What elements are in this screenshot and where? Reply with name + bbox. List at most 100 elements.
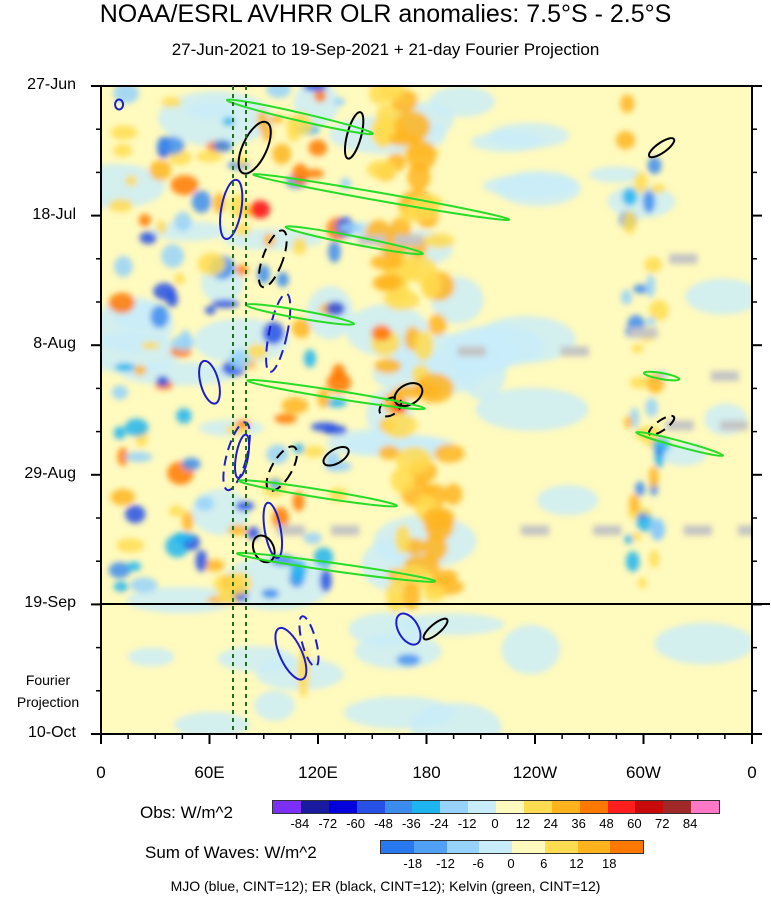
anomaly-patch: [156, 375, 169, 387]
anomaly-patch: [151, 221, 228, 241]
anomaly-patch: [428, 313, 447, 336]
anomaly-patch: [303, 532, 322, 545]
anomaly-patch: [633, 171, 648, 194]
missing-data-block: [710, 371, 739, 382]
mjo-contour: [298, 615, 320, 668]
mjo-contour: [219, 178, 244, 241]
y-tick-label: 10-Oct: [27, 724, 76, 741]
anomaly-patch: [181, 511, 194, 532]
mjo-contour: [114, 98, 125, 111]
x-tick-label: 120W: [512, 763, 558, 782]
anomaly-patch: [211, 299, 240, 308]
anomaly-patch: [205, 305, 216, 315]
anomaly-patch: [235, 500, 255, 512]
x-tick-label: 60W: [626, 763, 661, 782]
anomaly-patch: [268, 115, 284, 124]
anomaly-patch: [650, 184, 666, 194]
anomaly-patch: [225, 571, 252, 596]
obs-colorbar: [272, 800, 720, 814]
anomaly-patch: [629, 376, 650, 389]
anomaly-patch: [110, 125, 138, 140]
anomaly-patch: [303, 169, 325, 179]
colorbar-swatch: [413, 841, 447, 853]
mjo-contour: [262, 501, 284, 559]
anomaly-patch: [181, 457, 201, 471]
colorbar-swatch: [384, 801, 413, 813]
projection-label-line2: Projection: [16, 694, 80, 710]
x-tick-label: 0: [747, 763, 757, 782]
missing-data-block: [683, 525, 712, 536]
anomaly-patch: [254, 690, 295, 721]
anomaly-patch: [370, 254, 403, 270]
colorbar-swatch: [523, 801, 552, 813]
colorbar-label: 60: [627, 816, 642, 831]
anomaly-patch: [138, 213, 151, 227]
er-contour: [237, 120, 272, 175]
anomaly-patch: [150, 305, 169, 329]
anomaly-patch: [366, 160, 398, 179]
anomaly-patch: [124, 451, 153, 463]
mjo-contour: [274, 626, 308, 681]
anomaly-patch: [310, 422, 339, 432]
anomaly-patch: [229, 194, 248, 218]
colorbar-swatch: [328, 801, 357, 813]
anomaly-patch: [113, 581, 129, 592]
anomaly-patch: [114, 363, 136, 372]
anomaly-patch: [377, 273, 403, 291]
anomaly-patch: [127, 647, 175, 667]
anomaly-patch: [161, 244, 185, 268]
anomaly-patch: [139, 231, 157, 245]
anomaly-patch: [413, 330, 434, 361]
colorbar-swatch: [663, 801, 692, 813]
anomaly-patch: [649, 299, 669, 321]
colorbar-label: 36: [571, 816, 586, 831]
anomaly-patch: [433, 444, 465, 463]
anomaly-patch: [149, 160, 172, 181]
missing-data-block: [738, 525, 752, 536]
anomaly-patch: [482, 174, 577, 198]
anomaly-patch: [645, 317, 656, 326]
anomaly-patch: [331, 363, 346, 383]
anomaly-patch: [624, 415, 633, 429]
anomaly-patch: [170, 175, 199, 196]
missing-data-block: [521, 525, 549, 536]
anomaly-patch: [374, 121, 392, 149]
colorbar-swatch: [691, 801, 719, 813]
anomaly-patch: [333, 97, 346, 106]
anomaly-patch: [649, 550, 660, 568]
anomaly-patch: [394, 524, 411, 554]
colorbar-swatch: [440, 801, 469, 813]
anomaly-patch: [125, 505, 146, 524]
er-contour: [647, 137, 676, 159]
anomaly-patch: [203, 559, 225, 572]
colorbar-swatch: [579, 801, 608, 813]
colorbar-label: 18: [602, 856, 617, 871]
colorbar-swatch: [273, 801, 301, 813]
anomaly-patch: [108, 198, 133, 213]
mjo-contour: [234, 433, 251, 479]
anomaly-patch: [644, 256, 662, 273]
mjo-contour: [265, 292, 292, 374]
anomaly-patch: [124, 418, 149, 437]
missing-data-block: [457, 346, 486, 357]
colorbar-label: -84: [290, 816, 310, 831]
anomaly-patch: [197, 252, 226, 276]
anomaly-patch: [501, 624, 561, 675]
anomaly-patch: [629, 493, 640, 513]
anomaly-patch: [642, 190, 656, 214]
kelvin-contour: [246, 378, 426, 411]
anomaly-patch: [141, 341, 160, 350]
kelvin-contour: [236, 551, 437, 583]
er-contour: [322, 446, 350, 467]
anomaly-patch: [272, 143, 292, 165]
x-tick-label: 60E: [194, 763, 225, 782]
anomaly-patch: [402, 582, 421, 610]
anomaly-patch: [624, 534, 634, 544]
anomaly-patch: [113, 426, 126, 440]
anomaly-patch: [168, 505, 184, 517]
kelvin-contour: [284, 225, 424, 256]
anomaly-patch: [292, 491, 305, 512]
colorbar-label: 0: [507, 856, 515, 871]
colorbar-label: -6: [472, 856, 485, 871]
